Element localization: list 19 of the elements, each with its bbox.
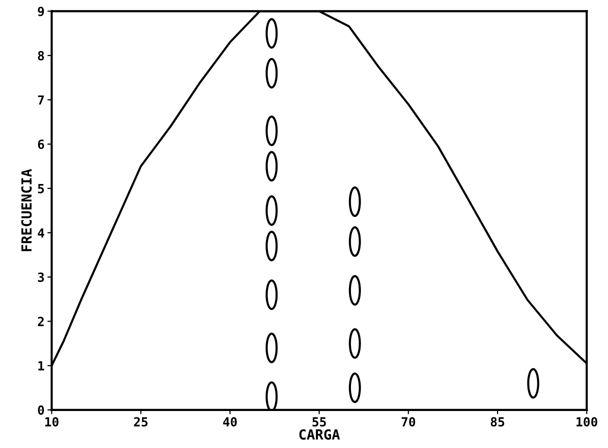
x-tick-label: 100: [576, 417, 598, 427]
y-axis-title: FRECUENCIA: [21, 168, 32, 252]
y-tick-label: 3: [38, 272, 44, 282]
x-tick-label: 25: [134, 417, 148, 427]
y-tick-label: 1: [38, 361, 44, 370]
y-tick-label: 7: [38, 95, 44, 105]
x-tick-label: 10: [45, 417, 58, 427]
y-tick-label: 5: [38, 184, 44, 194]
x-tick-label: 40: [223, 417, 237, 427]
y-tick-label: 8: [38, 50, 44, 60]
y-tick-label: 2: [38, 316, 44, 326]
x-tick-label: 85: [490, 417, 504, 427]
y-tick-label: 4: [38, 228, 44, 238]
y-tick-label: 6: [38, 140, 44, 150]
y-tick-label: 9: [38, 6, 44, 16]
x-axis-title: CARGA: [299, 429, 340, 440]
x-tick-label: 55: [312, 417, 326, 427]
y-tick-label: 0: [38, 405, 44, 415]
x-tick-label: 70: [402, 417, 416, 427]
